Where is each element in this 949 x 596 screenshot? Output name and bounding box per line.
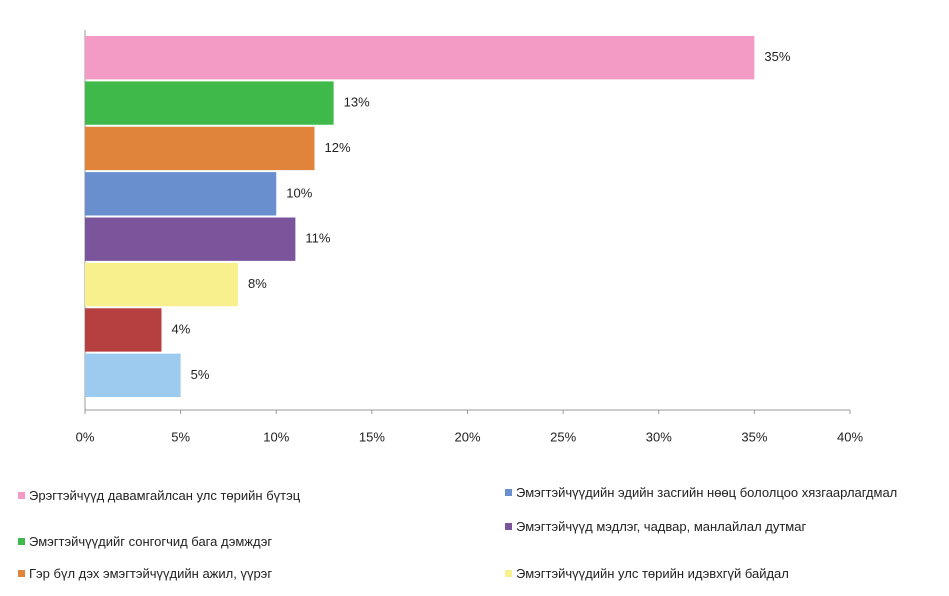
legend-item: Эмэгтэйчүүд мэдлэг, чадвар, манлайлал ду… xyxy=(505,519,935,535)
x-tick-label: 25% xyxy=(550,429,576,444)
bar xyxy=(85,81,334,125)
bar xyxy=(85,36,755,80)
x-tick-label: 0% xyxy=(76,429,95,444)
x-tick-label: 15% xyxy=(359,429,385,444)
x-tick-label: 40% xyxy=(837,429,863,444)
bar xyxy=(85,353,181,397)
legend-item: Эмэгтэйчүүдийн эдийн засгийн нөөц бололц… xyxy=(505,485,935,501)
legend-label: Эмэгтэйчүүд мэдлэг, чадвар, манлайлал ду… xyxy=(516,519,807,534)
legend-item: Эрэгтэйчүүд давамгайлсан улс төрийн бүтэ… xyxy=(18,488,478,504)
x-tick-label: 5% xyxy=(171,429,190,444)
legend-label: Эмэгтэйчүүдийг сонгогчид бага дэмждэг xyxy=(29,534,273,549)
value-label: 4% xyxy=(172,321,191,336)
bar xyxy=(85,308,162,352)
bar xyxy=(85,262,238,307)
bar xyxy=(85,217,296,261)
legend-swatch xyxy=(18,570,25,577)
bar xyxy=(85,172,277,216)
legend-label: Гэр бүл дэх эмэгтэйчүүдийн ажил, үүрэг xyxy=(29,566,273,581)
legend-item: Эмэгтэйчүүдийн улс төрийн идэвхгүй байда… xyxy=(505,566,935,582)
x-tick-label: 30% xyxy=(646,429,672,444)
legend-swatch xyxy=(505,570,512,577)
x-tick-label: 10% xyxy=(263,429,289,444)
value-label: 35% xyxy=(764,49,790,64)
legend-label: Эрэгтэйчүүд давамгайлсан улс төрийн бүтэ… xyxy=(29,488,301,503)
value-label: 13% xyxy=(344,95,370,110)
chart: 0% 5% 10% 15% 20% 25% 30% 35% 40% 35% 13% 12% 10% 11%… xyxy=(76,30,863,444)
legend-label: Эмэгтэйчүүдийн эдийн засгийн нөөц бололц… xyxy=(516,485,898,500)
value-label: 8% xyxy=(248,276,267,291)
value-label: 12% xyxy=(325,140,351,155)
legend-swatch xyxy=(505,489,512,496)
value-label: 11% xyxy=(305,231,330,246)
bar xyxy=(85,126,315,171)
legend-label: Эмэгтэйчүүдийн улс төрийн идэвхгүй байда… xyxy=(516,566,789,581)
legend-swatch xyxy=(18,492,25,499)
x-tick-label: 20% xyxy=(454,429,480,444)
value-label: 5% xyxy=(191,367,210,382)
x-tick-label: 35% xyxy=(741,429,767,444)
legend-item: Гэр бүл дэх эмэгтэйчүүдийн ажил, үүрэг xyxy=(18,566,478,582)
legend-swatch xyxy=(505,523,512,530)
legend-item: Эмэгтэйчүүдийг сонгогчид бага дэмждэг xyxy=(18,534,478,550)
legend-swatch xyxy=(18,538,25,545)
value-label: 10% xyxy=(286,185,312,200)
